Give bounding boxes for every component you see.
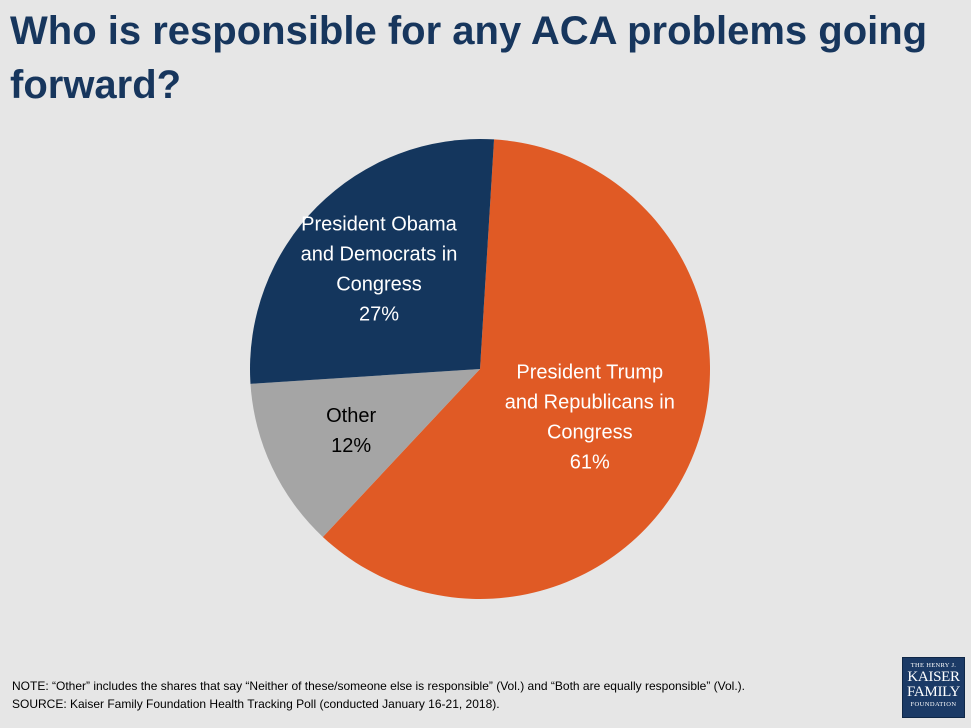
pie-slice-label-line: 12% xyxy=(331,435,371,457)
pie-slice-2 xyxy=(250,369,480,537)
pie-slice-label-line: Other xyxy=(326,405,376,427)
pie-slice-3 xyxy=(250,139,495,384)
pie-slice-1 xyxy=(322,139,711,600)
pie-slice-label-line: 61% xyxy=(570,451,610,473)
source-text: SOURCE: Kaiser Family Foundation Health … xyxy=(12,697,500,711)
note-text: NOTE: “Other” includes the shares that s… xyxy=(12,679,746,693)
pie-slice-label-line: 27% xyxy=(359,303,399,325)
pie-labels: President Trump and Republicans in Congres… xyxy=(301,213,675,473)
chart-notes: NOTE: “Other” includes the shares that s… xyxy=(12,677,745,713)
pie-slice-label-line: and Democrats in xyxy=(301,243,458,265)
pie-slice-label-2: Other 12% xyxy=(326,405,376,457)
chart-title: Who is responsible for any ACA problems … xyxy=(10,9,928,107)
kff-logo: THE HENRY J. KAISER FAMILY FOUNDATION xyxy=(902,657,965,718)
pie-slice-label-line: President Trump xyxy=(516,361,663,383)
logo-line-3: FAMILY xyxy=(906,684,961,700)
pie-slice-label-1: President Trump and Republicans in Congres… xyxy=(505,361,675,473)
pie-slice-label-line: President Obama xyxy=(301,213,458,235)
logo-line-4: FOUNDATION xyxy=(910,701,957,708)
logo-line-1: THE HENRY J. xyxy=(910,662,957,669)
pie-slice-label-3: President Obama and Democrats in Congress 2… xyxy=(301,213,458,325)
pie-slices xyxy=(250,139,711,600)
logo-line-2: KAISER xyxy=(907,669,960,685)
pie-slice-label-line: Congress xyxy=(547,421,633,443)
pie-slice-label-line: and Republicans in xyxy=(505,391,675,413)
pie-slice-label-line: Congress xyxy=(336,273,422,295)
